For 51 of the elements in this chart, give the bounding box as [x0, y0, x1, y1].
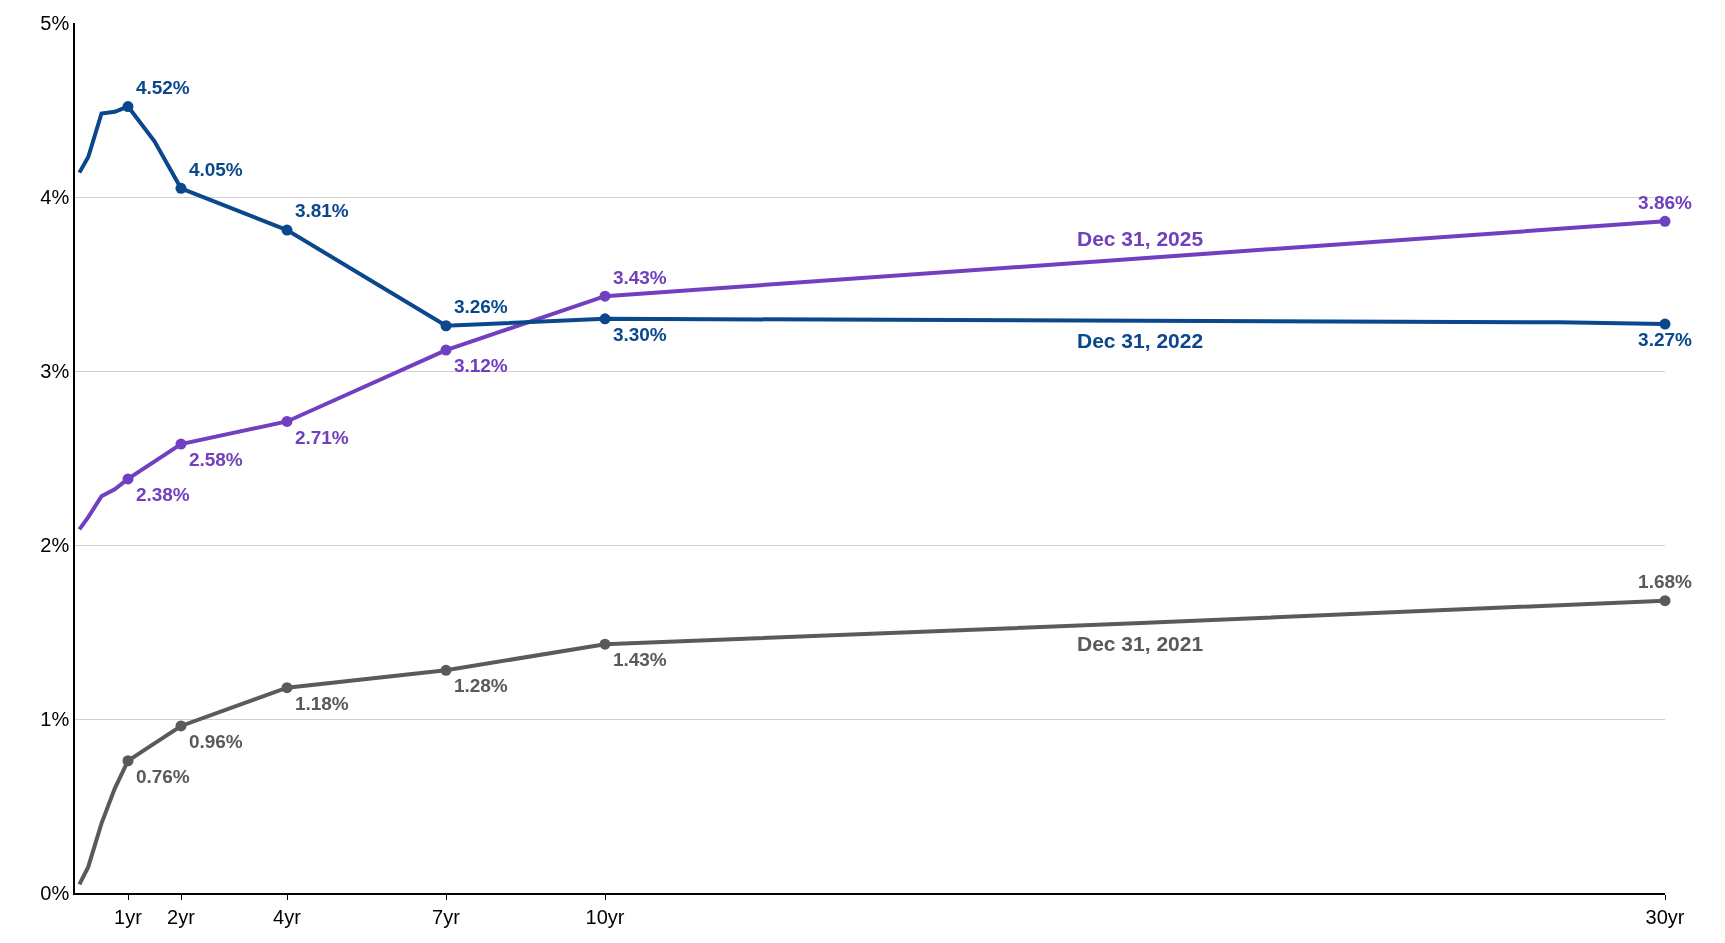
- data-label: 0.96%: [188, 731, 243, 753]
- point: [599, 638, 611, 650]
- data-label: 3.30%: [612, 323, 667, 345]
- y-tick-label: 4%: [40, 186, 70, 208]
- point: [281, 415, 293, 427]
- series-label: Dec 31, 2021: [1077, 632, 1204, 655]
- data-label: 1.28%: [453, 675, 508, 697]
- x-tick-label: 1yr: [114, 905, 143, 928]
- series-label: Dec 31, 2025: [1077, 227, 1204, 250]
- point: [440, 320, 452, 332]
- data-label: 3.12%: [453, 355, 508, 377]
- data-label: 3.86%: [1638, 191, 1693, 213]
- data-label: 3.81%: [294, 200, 349, 222]
- point: [122, 101, 134, 113]
- point: [1659, 318, 1671, 330]
- point: [1659, 215, 1671, 227]
- data-label: 2.38%: [135, 484, 190, 506]
- point: [175, 720, 187, 732]
- data-label: 3.27%: [1638, 329, 1693, 351]
- point: [122, 755, 134, 767]
- data-label: 4.52%: [135, 76, 190, 98]
- x-tick-label: 2yr: [167, 905, 196, 928]
- data-label: 1.18%: [294, 692, 349, 714]
- data-label: 1.43%: [612, 649, 667, 671]
- y-tick-label: 0%: [40, 882, 70, 904]
- point: [281, 224, 293, 236]
- data-label: 0.76%: [135, 765, 190, 787]
- point: [1659, 595, 1671, 607]
- point: [122, 473, 134, 485]
- x-tick-label: 7yr: [432, 905, 461, 928]
- data-label: 3.43%: [612, 266, 667, 288]
- point: [440, 344, 452, 356]
- x-tick-label: 30yr: [1645, 905, 1685, 928]
- series-label: Dec 31, 2022: [1077, 329, 1204, 352]
- point: [440, 664, 452, 676]
- x-tick-label: 4yr: [273, 905, 302, 928]
- point: [599, 313, 611, 325]
- data-label: 2.71%: [294, 426, 349, 448]
- point: [175, 438, 187, 450]
- x-tick-label: 10yr: [585, 905, 625, 928]
- data-label: 3.26%: [453, 296, 508, 318]
- y-tick-label: 3%: [40, 360, 70, 382]
- point: [281, 682, 293, 694]
- data-label: 2.58%: [188, 449, 243, 471]
- y-tick-label: 1%: [40, 708, 70, 730]
- data-label: 1.68%: [1638, 571, 1693, 593]
- point: [599, 290, 611, 302]
- point: [175, 182, 187, 194]
- y-tick-label: 5%: [40, 12, 70, 34]
- data-label: 4.05%: [188, 158, 243, 180]
- y-tick-label: 2%: [40, 534, 70, 556]
